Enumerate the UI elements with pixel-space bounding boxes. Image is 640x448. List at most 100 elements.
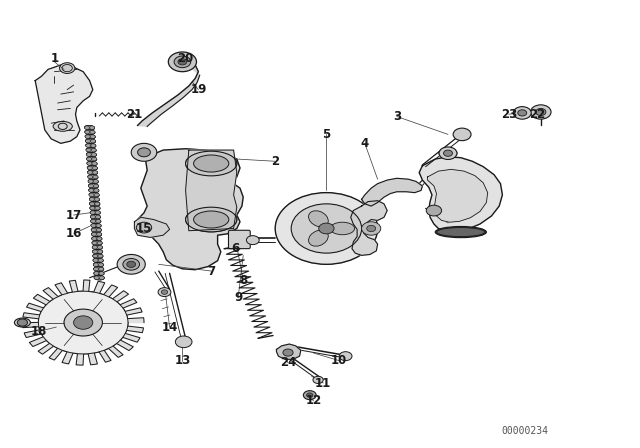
Circle shape — [88, 184, 93, 188]
Ellipse shape — [53, 121, 72, 131]
Circle shape — [92, 241, 97, 245]
Ellipse shape — [88, 184, 99, 188]
Ellipse shape — [84, 125, 95, 130]
Ellipse shape — [88, 175, 98, 179]
Circle shape — [96, 220, 101, 223]
Text: 17: 17 — [65, 208, 82, 222]
Circle shape — [95, 207, 100, 210]
Polygon shape — [138, 149, 243, 270]
Text: 11: 11 — [315, 376, 332, 390]
Circle shape — [127, 261, 136, 267]
Text: 4: 4 — [361, 137, 369, 150]
Ellipse shape — [85, 139, 95, 143]
Circle shape — [90, 130, 95, 134]
Circle shape — [97, 241, 102, 245]
Text: 9: 9 — [234, 291, 242, 305]
Circle shape — [85, 139, 90, 143]
Circle shape — [138, 148, 150, 157]
Text: 24: 24 — [280, 356, 296, 370]
Circle shape — [93, 171, 98, 174]
Circle shape — [161, 290, 168, 294]
Text: 00000234: 00000234 — [501, 426, 548, 436]
Ellipse shape — [86, 157, 97, 161]
Circle shape — [93, 254, 98, 258]
Circle shape — [95, 202, 100, 206]
Ellipse shape — [186, 151, 237, 176]
Circle shape — [86, 148, 91, 152]
Circle shape — [99, 271, 104, 275]
Polygon shape — [428, 169, 488, 222]
Ellipse shape — [194, 211, 229, 228]
Ellipse shape — [308, 211, 328, 227]
Ellipse shape — [308, 230, 328, 246]
Ellipse shape — [88, 179, 99, 184]
Polygon shape — [186, 150, 237, 231]
Ellipse shape — [92, 232, 102, 237]
Circle shape — [93, 175, 98, 179]
Ellipse shape — [90, 197, 99, 202]
Text: 3: 3 — [393, 110, 401, 123]
Circle shape — [91, 148, 96, 152]
Circle shape — [453, 128, 471, 141]
Circle shape — [95, 215, 100, 219]
Circle shape — [88, 175, 93, 179]
Polygon shape — [35, 65, 93, 143]
Circle shape — [93, 184, 99, 188]
Polygon shape — [22, 280, 144, 365]
Circle shape — [89, 193, 94, 197]
Circle shape — [92, 157, 97, 161]
Ellipse shape — [91, 228, 101, 232]
Circle shape — [158, 288, 171, 297]
Ellipse shape — [194, 155, 229, 172]
Circle shape — [168, 52, 196, 72]
Ellipse shape — [90, 206, 100, 211]
Circle shape — [92, 233, 97, 236]
Circle shape — [88, 180, 93, 183]
Text: 5: 5 — [323, 128, 330, 141]
Circle shape — [97, 233, 102, 236]
Circle shape — [90, 139, 95, 143]
Circle shape — [60, 63, 75, 73]
Circle shape — [92, 162, 97, 165]
Circle shape — [95, 211, 100, 214]
Circle shape — [123, 258, 140, 270]
Circle shape — [98, 254, 103, 258]
Circle shape — [367, 225, 376, 232]
Circle shape — [90, 207, 95, 210]
Ellipse shape — [93, 250, 103, 254]
Circle shape — [84, 126, 90, 129]
Circle shape — [85, 135, 90, 138]
Text: 16: 16 — [65, 227, 82, 241]
Ellipse shape — [15, 318, 31, 327]
Circle shape — [426, 205, 442, 216]
Circle shape — [90, 211, 95, 214]
Circle shape — [91, 224, 96, 228]
Text: 23: 23 — [500, 108, 517, 121]
Ellipse shape — [435, 227, 486, 237]
Circle shape — [99, 267, 104, 271]
Circle shape — [275, 193, 378, 264]
Ellipse shape — [93, 258, 103, 263]
Circle shape — [90, 126, 95, 129]
Polygon shape — [134, 217, 170, 237]
Circle shape — [93, 258, 98, 262]
Ellipse shape — [90, 202, 100, 206]
Text: 12: 12 — [305, 394, 322, 408]
Text: 20: 20 — [177, 52, 194, 65]
Ellipse shape — [436, 228, 485, 237]
Ellipse shape — [92, 237, 102, 241]
Circle shape — [246, 236, 259, 245]
Circle shape — [93, 250, 98, 254]
Text: 13: 13 — [174, 354, 191, 367]
Circle shape — [90, 198, 95, 201]
Ellipse shape — [90, 202, 100, 206]
Circle shape — [17, 319, 28, 326]
Circle shape — [87, 162, 92, 165]
Text: 8: 8 — [239, 273, 247, 287]
Circle shape — [90, 202, 95, 206]
Circle shape — [92, 153, 97, 156]
Circle shape — [536, 108, 546, 116]
Circle shape — [92, 246, 97, 249]
Circle shape — [175, 336, 192, 348]
Circle shape — [92, 237, 97, 241]
